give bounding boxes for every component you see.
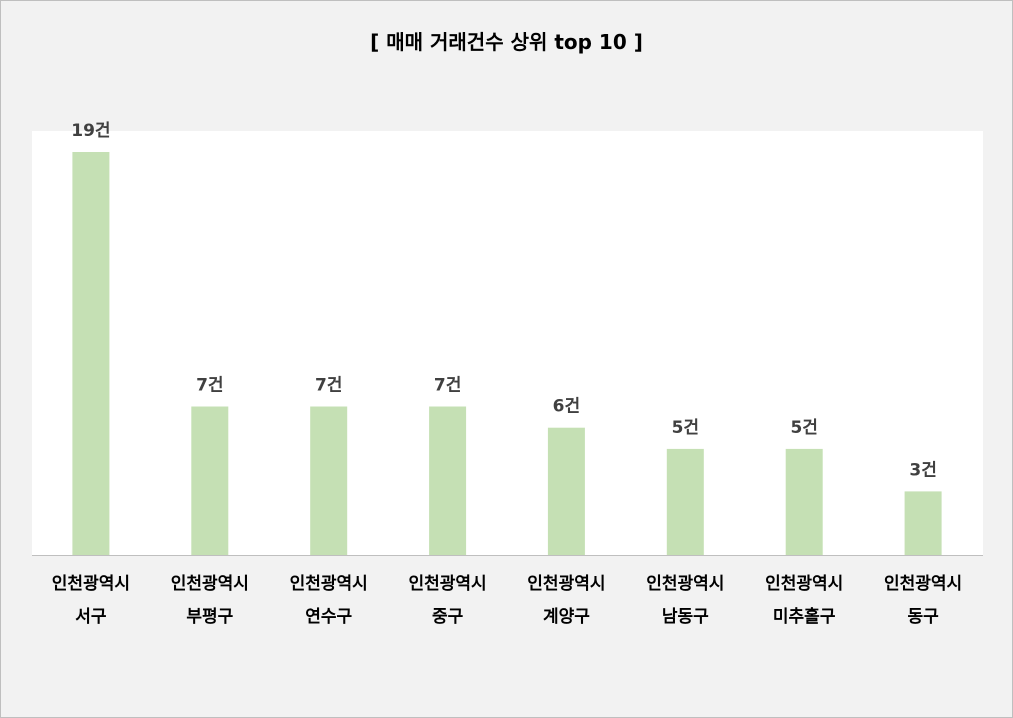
category-label: 인천광역시 bbox=[527, 574, 605, 594]
data-label: 7건 bbox=[196, 376, 223, 396]
category-label: 동구 bbox=[907, 607, 939, 627]
chart-title: [ 매매 거래건수 상위 top 10 ] bbox=[370, 30, 643, 54]
category-label: 서구 bbox=[75, 607, 107, 627]
category-label: 인천광역시 bbox=[290, 574, 368, 594]
category-label: 연수구 bbox=[305, 607, 352, 627]
bar bbox=[666, 448, 704, 555]
bar bbox=[310, 406, 348, 555]
bar bbox=[547, 427, 585, 555]
data-label: 7건 bbox=[434, 376, 461, 396]
category-label: 인천광역시 bbox=[884, 574, 962, 594]
category-label: 인천광역시 bbox=[171, 574, 249, 594]
category-label: 인천광역시 bbox=[408, 574, 486, 594]
bar bbox=[785, 448, 823, 555]
bar bbox=[191, 406, 229, 555]
plot-area bbox=[32, 131, 983, 556]
bar bbox=[429, 406, 467, 555]
category-label: 미추홀구 bbox=[773, 606, 836, 627]
data-label: 6건 bbox=[553, 397, 580, 417]
category-label: 중구 bbox=[432, 607, 464, 627]
data-label: 5건 bbox=[790, 418, 817, 438]
data-label: 5건 bbox=[672, 418, 699, 438]
bar bbox=[72, 152, 110, 555]
data-label: 19건 bbox=[71, 121, 110, 141]
category-label: 남동구 bbox=[662, 607, 709, 627]
data-label: 3건 bbox=[909, 460, 936, 480]
category-label: 부평구 bbox=[186, 607, 233, 627]
bar bbox=[904, 491, 942, 555]
category-label: 인천광역시 bbox=[52, 574, 130, 594]
category-label: 계양구 bbox=[543, 607, 590, 627]
category-label: 인천광역시 bbox=[646, 574, 724, 594]
data-label: 7건 bbox=[315, 376, 342, 396]
category-label: 인천광역시 bbox=[765, 574, 843, 594]
